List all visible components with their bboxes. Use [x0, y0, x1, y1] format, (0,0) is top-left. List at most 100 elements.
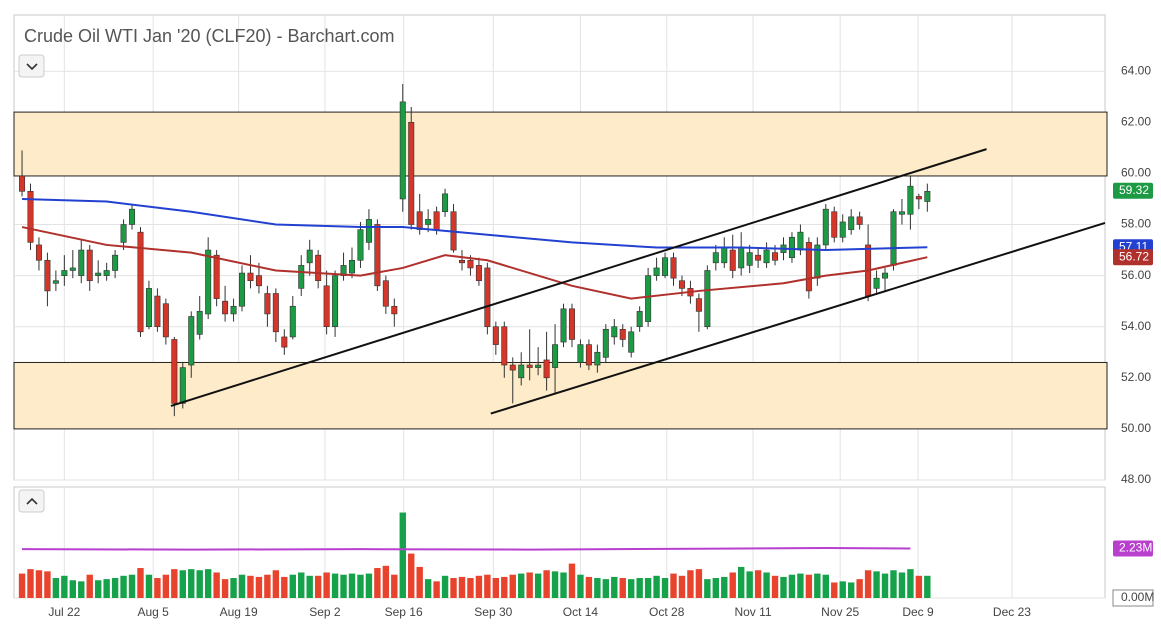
candle-body [103, 270, 110, 276]
volume-bar [264, 574, 271, 598]
volume-bar [814, 573, 821, 598]
volume-bar [357, 574, 364, 598]
price-tag-label: 56.72 [1119, 249, 1149, 263]
candle-body [797, 231, 804, 251]
candle-body [822, 208, 829, 246]
average-line [21, 226, 928, 300]
candle-body [315, 254, 322, 282]
x-tick-label: Dec 23 [993, 605, 1031, 619]
volume-bar [746, 571, 753, 598]
volume-bar [721, 576, 728, 598]
volume-bar [44, 571, 51, 598]
volume-bar [577, 574, 584, 598]
chart-title: Crude Oil WTI Jan '20 (CLF20) - Barchart… [24, 26, 395, 46]
candle-body [831, 211, 838, 238]
zone [13, 111, 1108, 177]
collapse-button[interactable] [18, 54, 45, 78]
volume-bar [272, 570, 280, 598]
volume-bar [408, 553, 415, 598]
candle-body [890, 211, 897, 266]
expand-button[interactable] [18, 489, 45, 513]
volume-bar [737, 566, 745, 598]
candle-body [154, 295, 161, 328]
volume-bar [534, 573, 542, 598]
average-line [22, 197, 928, 252]
candle-body [484, 267, 491, 328]
volume-bar [69, 580, 77, 598]
candle-body [145, 288, 152, 328]
volume-bar [18, 573, 26, 598]
candle-body [44, 259, 51, 292]
candle-body [349, 259, 356, 274]
price-tag [1113, 182, 1153, 199]
candle-body [636, 311, 643, 328]
volume-bar [458, 576, 466, 598]
candle-body [95, 272, 102, 276]
volume-bar [602, 579, 610, 598]
candle-body [357, 229, 364, 261]
volume-bar [585, 576, 593, 598]
candle-body [213, 254, 220, 299]
candle-body [678, 280, 685, 289]
candle-body [543, 359, 550, 379]
volume-bar [340, 574, 347, 598]
volume-bar [653, 575, 660, 598]
candle-body [619, 328, 626, 340]
volume-bar [636, 578, 643, 598]
tick-box [1112, 589, 1154, 607]
volume-bar [907, 569, 914, 598]
volume-bar [52, 578, 60, 598]
candle-body [272, 293, 279, 333]
volume-bar [678, 575, 686, 598]
volume-bar [763, 572, 770, 598]
volume-bar [27, 569, 34, 598]
x-tick-label: Dec 9 [902, 605, 934, 619]
volume-bar [247, 575, 254, 598]
volume-bar [712, 578, 720, 598]
candle-body [518, 364, 525, 379]
volume-bar [560, 572, 567, 598]
volume-bar [924, 575, 931, 598]
trend-line [490, 222, 1106, 415]
candle-body [188, 316, 195, 366]
volume-bar [890, 570, 897, 598]
candle-body [19, 175, 26, 192]
candle-body [560, 308, 567, 343]
volume-bar [628, 579, 635, 598]
candle-body [35, 244, 42, 261]
candle-body [594, 351, 601, 366]
y-tick-label: 62.00 [1121, 114, 1151, 128]
candle-body [670, 257, 677, 279]
volume-bar [509, 574, 516, 598]
volume-bar [526, 572, 533, 598]
x-tick-label: Sep 16 [385, 605, 423, 619]
candle-body [712, 252, 719, 264]
volume-bar [856, 579, 863, 598]
candle-body [755, 254, 762, 261]
candle-body [645, 275, 652, 322]
volume-bar [433, 581, 440, 598]
candle-body [772, 252, 779, 261]
volume-bar [145, 574, 153, 598]
candle-body [704, 270, 711, 328]
candle-body [526, 364, 533, 368]
candle-body [399, 101, 406, 200]
volume-bar [137, 568, 144, 598]
candle-body [662, 257, 669, 276]
candle-body [425, 219, 432, 225]
candle-body [805, 242, 812, 292]
price-tag-label: 2.23M [1119, 541, 1152, 555]
volume-bar [281, 576, 288, 598]
volume-bar [441, 575, 449, 598]
volume-bar [475, 575, 483, 598]
volume-bar [788, 574, 796, 598]
candle-body [61, 270, 68, 276]
candle-body [129, 208, 136, 225]
volume-bar [915, 575, 923, 598]
volume-bar [839, 581, 846, 598]
price-tag [1113, 249, 1153, 266]
candle-body [374, 224, 381, 287]
volume-bar [289, 574, 296, 598]
candle-body [86, 249, 93, 282]
